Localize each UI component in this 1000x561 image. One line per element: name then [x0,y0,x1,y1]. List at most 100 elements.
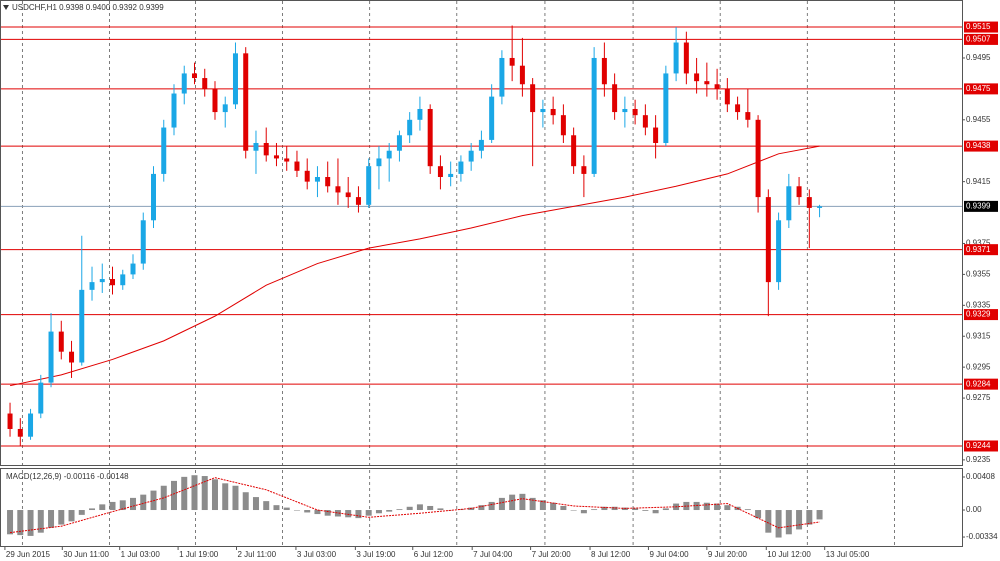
candle-body [622,108,628,113]
candle-body [499,57,505,97]
candle-body [704,81,710,85]
level-label-bg [964,309,998,321]
chart-title: USDCHF,H1 0.9398 0.9400 0.9392 0.9399 [12,3,164,12]
macd-bar [58,510,65,525]
candle-body [478,139,484,151]
candle-body [181,73,187,94]
macd-bar [273,505,280,511]
macd-bar [591,509,598,511]
macd-bar [529,497,536,511]
macd-bar [539,500,546,511]
x-tick-label: 13 Jul 05:00 [826,550,870,559]
level-label-bg [964,83,998,95]
x-tick-label: 2 Jul 11:00 [238,550,277,559]
candle-body [48,331,54,383]
x-tick-label: 1 Jul 19:00 [179,550,219,559]
x-tick-label: 30 Jun 11:00 [63,550,109,559]
macd-bar [724,505,731,511]
macd-bar [170,480,177,511]
macd-bar [334,510,341,517]
macd-bar [775,510,782,538]
candle-body [796,186,802,198]
macd-bar [109,501,116,511]
candle-body [202,78,208,89]
level-label-bg [964,378,998,390]
candle-body [448,173,454,178]
macd-bar [314,510,321,515]
candle-body [130,263,136,275]
macd-bar [683,501,690,511]
y-tick-label: 0.00408 [966,472,995,481]
macd-bar [714,503,721,511]
macd-bar [488,501,495,511]
x-tick-label: 10 Jul 12:00 [767,550,811,559]
y-tick-label: 0.9495 [966,53,991,62]
level-label: 0.9475 [966,84,991,93]
macd-bar [519,493,526,511]
macd-bar [365,510,372,516]
candle-body [581,166,587,174]
macd-bar [99,504,106,511]
candle-body [191,73,197,79]
macd-bar [191,475,198,511]
candle-body [345,192,351,198]
macd-bar [201,476,208,511]
candle-body [89,282,95,290]
main-panel-frame [0,0,963,466]
y-tick-label: 0.9315 [966,331,991,340]
candle-body [550,108,556,116]
macd-bar [263,501,270,511]
macd-bar [498,497,505,511]
macd-bar [601,506,608,511]
macd-bar [816,510,823,520]
candle-body [335,186,341,193]
level-label-bg [964,33,998,45]
candle-body [69,351,75,363]
macd-bar [232,485,239,511]
candle-body [601,57,607,85]
y-tick-label: 0.9455 [966,115,991,124]
level-label-bg [964,21,998,33]
indicator-title: MACD(12,26,9) -0.00116 -0.00148 [6,472,129,481]
macd-bar [222,483,229,511]
x-tick-label: 3 Jul 03:00 [297,550,337,559]
macd-bar [89,508,96,511]
macd-bar [37,510,44,533]
macd-bar [130,497,137,511]
candle-body [683,42,689,74]
macd-bar [427,505,434,511]
macd-bar [375,510,382,514]
macd-bar [744,509,751,511]
candle-body [325,177,331,187]
macd-bar [570,510,577,511]
macd-bar [324,510,331,516]
y-tick-label: 0.9375 [966,239,991,248]
x-tick-label: 8 Jul 12:00 [591,550,631,559]
candle-body [58,331,64,352]
macd-bar [806,510,813,525]
candle-body [386,150,392,159]
macd-bar [755,510,762,519]
candle-body [232,53,238,105]
y-tick-label: 0.9275 [966,393,991,402]
candle-body [427,108,433,167]
candle-body [735,104,741,113]
candle-body [663,73,669,143]
candle-body [17,428,23,437]
macd-bar [355,510,362,519]
macd-bar [140,494,147,511]
macd-bar [17,510,24,536]
candle-body [273,155,279,159]
macd-bar [437,508,444,511]
macd-bar [78,510,85,515]
candle-body [99,279,105,283]
candle-body [212,88,218,113]
level-label-bg [964,244,998,256]
macd-bar [632,508,639,511]
candle-body [355,197,361,205]
macd-bar [27,510,34,536]
y-tick-label: 0.9355 [966,270,991,279]
candle-body [806,197,812,208]
x-tick-label: 6 Jul 12:00 [414,550,454,559]
